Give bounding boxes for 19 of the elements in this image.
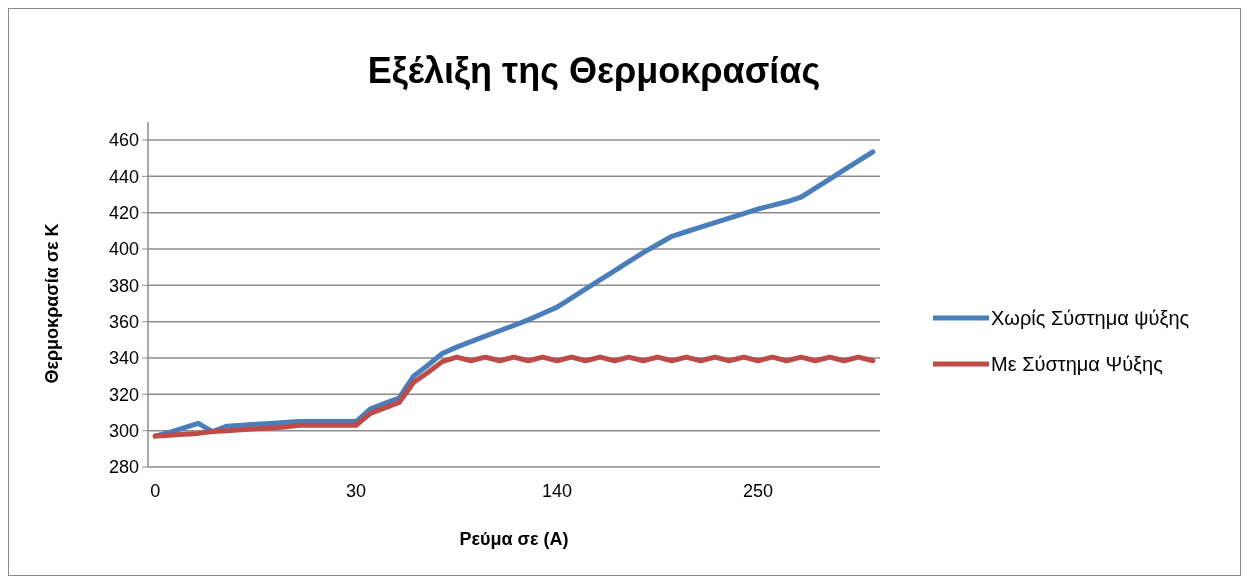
y-tick-label: 340: [108, 348, 139, 369]
y-tick-label: 280: [108, 457, 139, 478]
y-tick-label: 460: [108, 130, 139, 151]
legend-label: Με Σύστημα Ψύξης: [991, 353, 1164, 375]
y-tick-label: 400: [108, 239, 139, 260]
chart-title: Εξέλιξη της Θερμοκρασίας: [367, 50, 821, 91]
y-tick-label: 420: [108, 202, 139, 223]
x-tick-label: 0: [150, 481, 161, 501]
x-tick-label: 30: [346, 481, 367, 501]
y-axis-title: Θερμοκρασία σε K: [42, 223, 62, 384]
y-tick-label: 360: [108, 311, 139, 332]
x-axis-title: Ρεύμα σε (A): [459, 529, 569, 549]
y-tick-label: 440: [108, 166, 139, 187]
legend-label: Χωρίς Σύστημα ψύξης: [991, 307, 1190, 329]
y-tick-label: 380: [108, 275, 139, 296]
x-tick-label: 140: [542, 481, 573, 501]
x-tick-label: 250: [742, 481, 774, 501]
y-tick-label: 300: [108, 420, 139, 441]
y-tick-label: 320: [108, 384, 139, 405]
